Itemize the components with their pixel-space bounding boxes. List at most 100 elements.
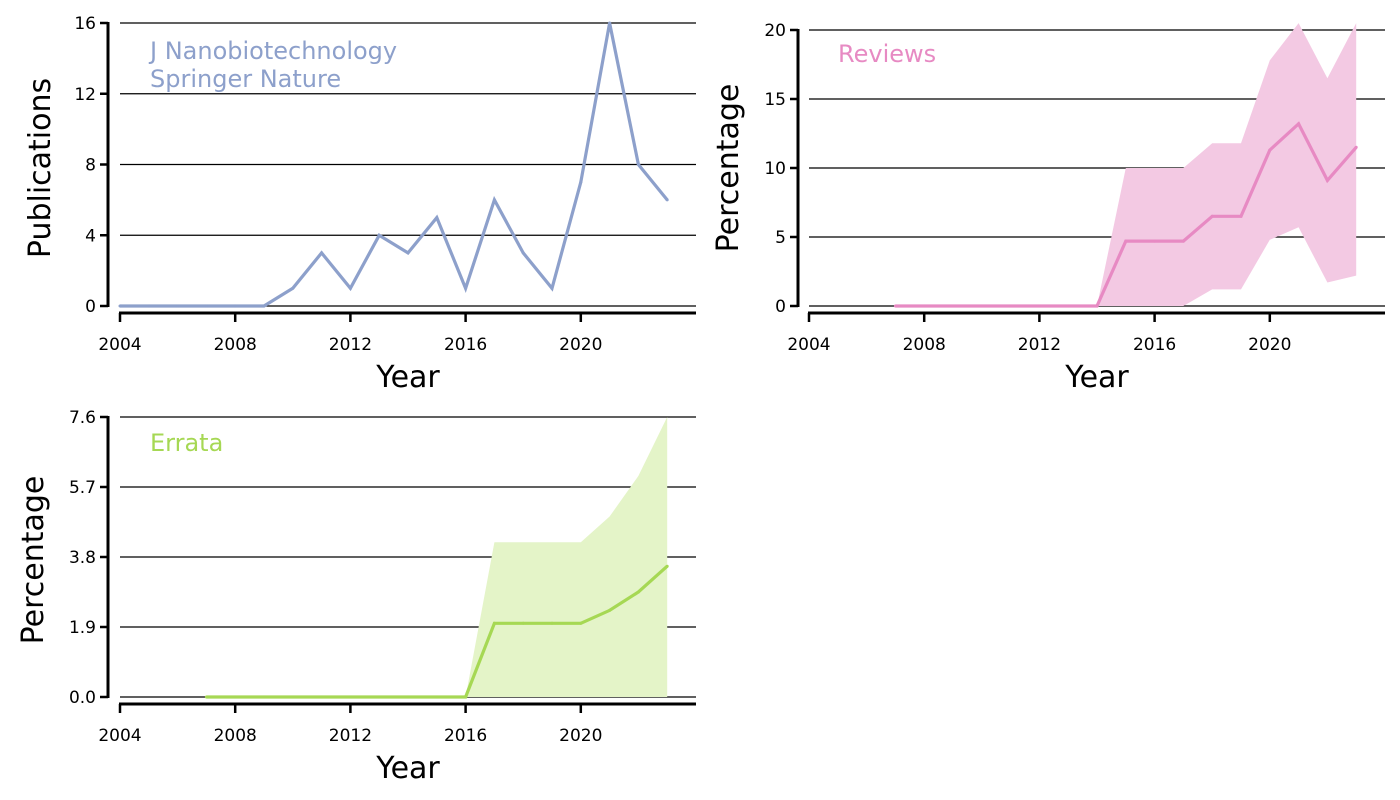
data-point: [922, 304, 926, 308]
data-point: [665, 564, 669, 568]
data-point: [435, 216, 439, 220]
data-point: [1181, 239, 1185, 243]
y-tick-label: 15: [764, 90, 786, 110]
y-axis-label: Percentage: [16, 476, 51, 645]
data-point: [233, 304, 237, 308]
data-point: [348, 695, 352, 699]
y-tick-label: 1.9: [69, 618, 96, 638]
chart-panel-errata: 0.0 1.9 3.8 5.7 7.6 2004 2008 2012 2016 2020 Errat…: [16, 408, 696, 786]
chart-annotation: J Nanobiotechnology: [148, 37, 397, 65]
x-tick-label: 2020: [559, 726, 602, 746]
data-point: [147, 304, 151, 308]
data-point: [176, 304, 180, 308]
x-tick-label: 2016: [1133, 335, 1176, 355]
y-tick-label: 12: [74, 85, 96, 105]
data-point: [204, 695, 208, 699]
y-tick-label: 5.7: [69, 478, 96, 498]
data-point: [951, 304, 955, 308]
data-point: [1037, 304, 1041, 308]
data-point: [521, 251, 525, 255]
data-point: [492, 198, 496, 202]
confidence-band: [895, 23, 1357, 306]
data-point: [262, 695, 266, 699]
x-tick-label: 2004: [787, 335, 830, 355]
data-point: [550, 286, 554, 290]
y-axis-label: Publications: [23, 78, 58, 258]
data-point: [348, 286, 352, 290]
data-point: [204, 304, 208, 308]
data-point: [406, 251, 410, 255]
chart-panel-reviews: 0 5 10 15 20 2004 2008 2012 2016 2020 Reviews Year P…: [711, 21, 1385, 395]
data-point: [406, 695, 410, 699]
x-tick-label: 2008: [214, 726, 257, 746]
data-point: [492, 621, 496, 625]
x-tick-label: 2016: [444, 726, 487, 746]
data-point: [636, 163, 640, 166]
series-line: [120, 22, 669, 308]
y-tick-label: 20: [764, 21, 786, 41]
data-point: [118, 304, 122, 308]
data-point: [1325, 178, 1329, 182]
data-point: [291, 286, 295, 290]
confidence-band: [206, 417, 668, 697]
data-point: [1297, 122, 1301, 126]
y-tick-label: 5: [775, 228, 786, 248]
chart-annotation: Reviews: [838, 40, 936, 68]
data-point: [435, 695, 439, 699]
data-point: [1354, 145, 1358, 149]
x-axis-label: Year: [1064, 360, 1129, 395]
y-tick-label: 8: [85, 156, 96, 176]
data-point: [233, 695, 237, 699]
data-point: [1153, 239, 1157, 243]
y-axis-label: Percentage: [711, 84, 746, 253]
data-point: [893, 304, 897, 308]
data-point: [980, 304, 984, 308]
data-point: [636, 590, 640, 594]
data-point: [1009, 304, 1013, 308]
data-point: [550, 621, 554, 625]
y-tick-label: 16: [74, 14, 96, 34]
x-axis-label: Year: [375, 360, 440, 395]
data-point: [262, 304, 266, 308]
data-point: [608, 608, 612, 612]
chart-annotation: Errata: [150, 429, 223, 457]
x-axis-label: Year: [375, 751, 440, 786]
x-tick-label: 2020: [559, 335, 602, 355]
data-point: [1066, 304, 1070, 308]
data-point: [320, 251, 324, 255]
x-tick-label: 2012: [1018, 335, 1061, 355]
data-point: [377, 695, 381, 699]
data-point: [377, 233, 381, 237]
data-point: [1210, 214, 1214, 218]
data-point: [1124, 239, 1128, 243]
x-tick-label: 2016: [444, 335, 487, 355]
x-tick-label: 2012: [329, 726, 372, 746]
x-tick-label: 2008: [214, 335, 257, 355]
data-point: [521, 621, 525, 625]
chart-annotation: Springer Nature: [150, 65, 341, 93]
data-point: [464, 695, 468, 699]
y-tick-label: 4: [85, 226, 96, 246]
y-tick-label: 0.0: [69, 688, 96, 708]
y-tick-label: 3.8: [69, 548, 96, 568]
x-tick-label: 2004: [98, 726, 141, 746]
chart-panel-pubs: 0 4 8 12 16 2004 2008 2012 2016 2020 J Nanobiotech…: [23, 14, 696, 395]
data-point: [608, 21, 612, 25]
data-point: [1095, 304, 1099, 308]
data-point: [291, 695, 295, 699]
x-tick-label: 2004: [98, 335, 141, 355]
y-tick-label: 10: [764, 159, 786, 179]
x-tick-label: 2012: [329, 335, 372, 355]
y-tick-label: 7.6: [69, 408, 96, 428]
data-point: [1239, 214, 1243, 218]
y-tick-label: 0: [85, 297, 96, 317]
data-point: [579, 621, 583, 625]
y-tick-label: 0: [775, 297, 786, 317]
data-point: [320, 695, 324, 699]
x-tick-label: 2020: [1248, 335, 1291, 355]
data-point: [665, 198, 669, 202]
x-tick-label: 2008: [903, 335, 946, 355]
data-point: [579, 180, 583, 184]
data-point: [464, 286, 468, 290]
